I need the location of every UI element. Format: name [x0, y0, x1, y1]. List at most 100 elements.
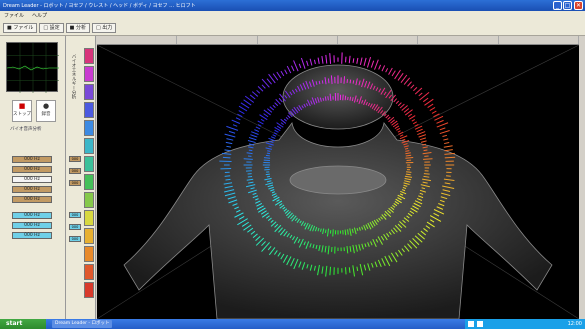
- color-swatch[interactable]: [84, 210, 94, 226]
- ring-spike-outer: [371, 262, 374, 268]
- ring-spike-inner: [266, 152, 271, 155]
- ring-spike-outer: [440, 196, 448, 200]
- ring-spike-outer: [388, 67, 393, 75]
- channel-button-3[interactable]: 000 Hz: [12, 232, 52, 239]
- color-swatch[interactable]: [84, 120, 94, 136]
- ring-spike-inner: [399, 193, 404, 196]
- ring-spike-inner: [363, 224, 367, 231]
- toolbar-analyze-button[interactable]: ■ 分析: [65, 22, 90, 33]
- ring-spike-inner: [265, 154, 270, 157]
- ring-spike-outer: [225, 141, 233, 145]
- side-button-1[interactable]: 000: [69, 156, 81, 162]
- maximize-button[interactable]: □: [563, 1, 572, 10]
- tray-volume-icon[interactable]: [477, 321, 483, 327]
- channel-button-1[interactable]: 000 Hz: [12, 212, 52, 219]
- close-button[interactable]: ✕: [574, 1, 583, 10]
- ring-spike-inner: [371, 103, 376, 110]
- ring-spike-inner: [263, 157, 271, 159]
- ring-spike-middle: [411, 119, 415, 122]
- channel-button-2[interactable]: 000 Hz: [12, 222, 52, 229]
- ring-spike-inner: [327, 96, 329, 101]
- ring-spike-inner: [358, 227, 361, 231]
- ring-spike-outer: [442, 185, 455, 189]
- ring-spike-inner: [397, 194, 406, 200]
- system-tray: 12:00: [465, 319, 585, 329]
- ring-spike-inner: [278, 203, 283, 206]
- ring-spike-outer: [298, 261, 302, 268]
- toolbar-settings-button[interactable]: □ 設定: [39, 22, 64, 33]
- ring-spike-inner: [307, 224, 311, 230]
- ring-spike-inner: [296, 218, 301, 224]
- frequency-button-4[interactable]: 000 Hz: [12, 186, 52, 193]
- side-button-3[interactable]: 000: [69, 180, 81, 186]
- toolbar-output-button[interactable]: □ 出力: [91, 22, 117, 33]
- ring-spike-inner: [267, 184, 274, 188]
- ring-spike-inner: [265, 142, 274, 146]
- frequency-button-1[interactable]: 000 Hz: [12, 156, 52, 163]
- color-swatch[interactable]: [84, 246, 94, 262]
- side-button-4[interactable]: 000: [69, 212, 81, 218]
- ring-spike-inner: [383, 213, 387, 217]
- ring-spike-middle: [263, 109, 271, 116]
- color-swatch[interactable]: [84, 228, 94, 244]
- tray-network-icon[interactable]: [468, 321, 474, 327]
- ring-spike-inner: [289, 110, 295, 116]
- ring-spike-middle: [289, 234, 293, 239]
- ring-spike-inner: [266, 175, 271, 178]
- ring-spike-inner: [387, 116, 391, 120]
- color-swatch[interactable]: [84, 156, 94, 172]
- toolbar-file-button[interactable]: ■ ファイル: [3, 22, 38, 33]
- ring-spike-inner: [274, 129, 279, 133]
- ring-spike-outer: [381, 258, 386, 266]
- ring-spike-outer: [412, 238, 420, 246]
- ring-spike-middle: [250, 134, 258, 138]
- ring-spike-middle: [259, 114, 268, 121]
- ring-spike-middle: [248, 146, 254, 149]
- menu-file[interactable]: ファイル: [4, 13, 25, 19]
- ring-spike-middle: [375, 239, 379, 243]
- ring-spike-inner: [266, 180, 272, 183]
- ring-spike-middle: [251, 131, 259, 135]
- frequency-button-5[interactable]: 000 Hz: [12, 196, 52, 203]
- start-button[interactable]: start: [0, 319, 46, 329]
- ring-spike-middle: [372, 85, 376, 90]
- ring-spike-middle: [257, 124, 262, 127]
- side-button-5[interactable]: 000: [69, 224, 81, 230]
- color-swatch[interactable]: [84, 138, 94, 154]
- ring-spike-inner: [361, 100, 364, 104]
- menu-help[interactable]: ヘルプ: [32, 13, 48, 19]
- ring-spike-outer: [414, 87, 423, 95]
- ring-spike-inner: [273, 132, 278, 135]
- taskbar-app-button[interactable]: Dream Leader - ロボット: [52, 320, 112, 328]
- color-swatch[interactable]: [84, 192, 94, 208]
- ring-spike-inner: [399, 135, 408, 140]
- color-swatch[interactable]: [84, 48, 94, 64]
- ring-spike-middle: [256, 205, 264, 210]
- ring-spike-middle: [318, 245, 321, 251]
- color-swatch[interactable]: [84, 84, 94, 100]
- ring-spike-middle: [275, 98, 281, 105]
- ring-spike-inner: [405, 152, 411, 155]
- ring-spike-outer: [238, 110, 245, 115]
- color-swatch[interactable]: [84, 264, 94, 280]
- record-button[interactable]: ● 録音: [36, 100, 56, 122]
- side-button-6[interactable]: 000: [69, 236, 81, 242]
- ring-spike-outer: [407, 243, 413, 249]
- color-swatch[interactable]: [84, 174, 94, 190]
- ring-spike-inner: [303, 222, 307, 227]
- ring-spike-middle: [397, 223, 403, 229]
- ring-spike-outer: [261, 84, 266, 89]
- body-scan-viewport[interactable]: [97, 36, 579, 319]
- color-swatch[interactable]: [84, 282, 94, 298]
- ring-spike-inner: [401, 139, 410, 144]
- ring-spike-middle: [407, 212, 413, 217]
- minimize-button[interactable]: _: [553, 1, 562, 10]
- side-button-2[interactable]: 000: [69, 168, 81, 174]
- stop-button[interactable]: ■ ストップ: [12, 100, 32, 122]
- color-swatch[interactable]: [84, 102, 94, 118]
- frequency-button-3[interactable]: 000 Hz: [12, 176, 52, 183]
- color-swatch[interactable]: [84, 66, 94, 82]
- ring-spike-inner: [394, 201, 400, 205]
- ring-spike-inner: [326, 228, 330, 237]
- frequency-button-2[interactable]: 000 Hz: [12, 166, 52, 173]
